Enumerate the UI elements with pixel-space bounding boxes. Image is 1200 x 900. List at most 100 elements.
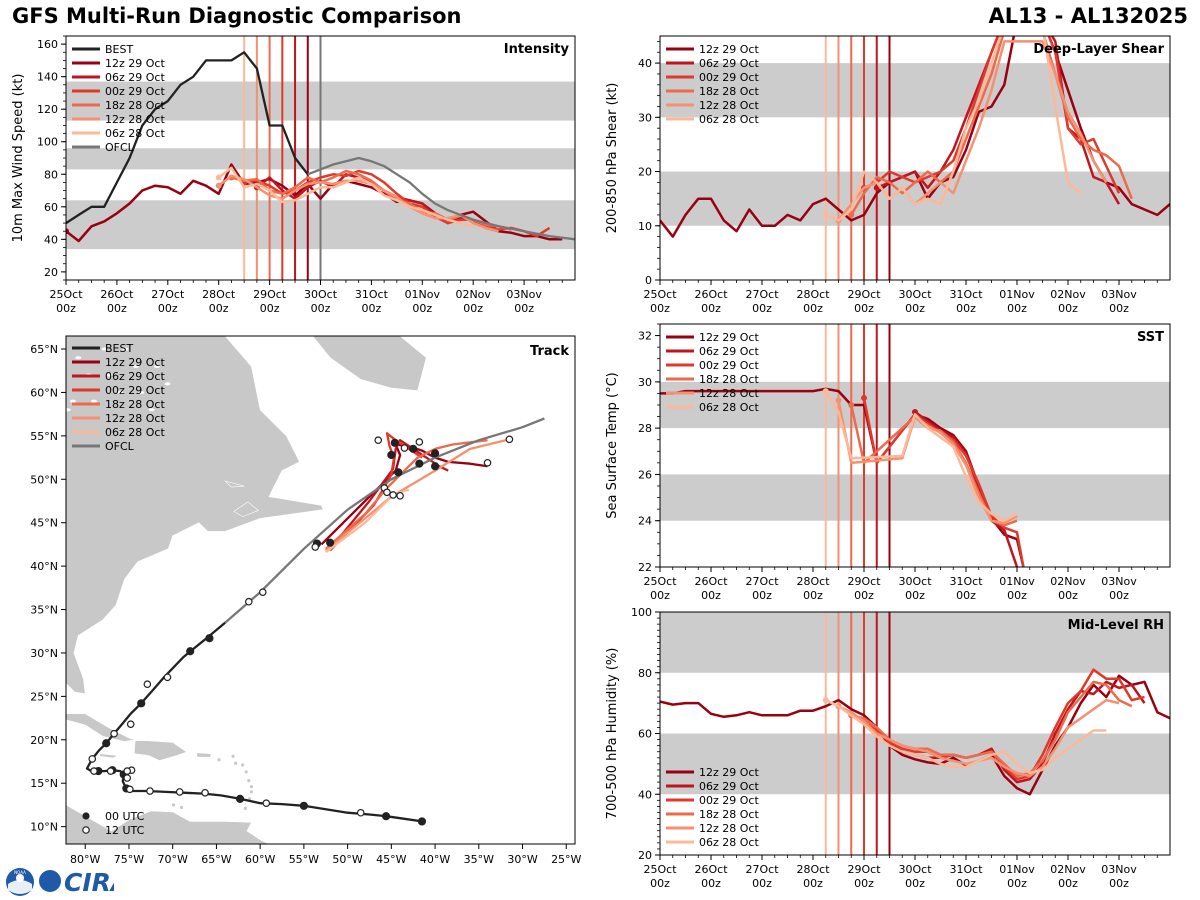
intensity-plot-area — [66, 36, 575, 280]
rh-legend-label: 12z 28 Oct — [699, 822, 759, 835]
shear-xtick-sublabel: 00z — [905, 302, 925, 315]
lake-icon — [138, 390, 145, 394]
island-icon — [231, 754, 235, 758]
track-marker-00utc — [430, 449, 440, 458]
track-marker-12utc — [123, 774, 132, 782]
sst-ytick-label: 32 — [638, 330, 652, 343]
track-marker-12utc — [258, 588, 267, 596]
rh-xtick-label: 01Nov — [999, 863, 1035, 876]
shear-ylabel: 200-850 hPa Shear (kt) — [605, 83, 620, 234]
intensity-xtick-sublabel: 00z — [209, 302, 229, 315]
island-icon — [249, 790, 254, 794]
track-marker-12utc — [90, 767, 98, 775]
sst-title: SST — [1137, 330, 1164, 345]
track-xtick-label: 25°W — [551, 853, 581, 866]
track-xtick-label: 65°W — [201, 853, 231, 866]
rh-init-marker — [822, 697, 829, 704]
track-marker-12utc — [126, 785, 134, 794]
land-mass-icon — [224, 480, 245, 488]
track-marker-00utc — [415, 459, 424, 468]
rh-xtick-label: 30Oct — [898, 863, 932, 876]
track-ytick-label: 50°N — [30, 473, 58, 486]
shear-series-line — [863, 36, 1121, 194]
sst-xtick-label: 26Oct — [694, 575, 728, 588]
track-marker-00utc — [299, 801, 308, 810]
land-mass-icon — [133, 740, 188, 761]
intensity-legend-label: BEST — [105, 43, 133, 56]
shear-legend-label: 12z 28 Oct — [699, 99, 759, 112]
track-ytick-label: 35°N — [30, 604, 58, 617]
track-legend-label: 12z 29 Oct — [105, 356, 165, 369]
shear-xtick-sublabel: 00z — [701, 302, 721, 315]
track-marker-12utc — [126, 720, 135, 728]
track-marker-00utc — [394, 468, 403, 477]
rh-xtick-label: 29Oct — [847, 863, 881, 876]
intensity-series-line — [217, 166, 474, 228]
sst-series-line — [837, 400, 1018, 525]
sst-plot-area — [660, 324, 1170, 567]
intensity-xtick-label: 03Nov — [506, 288, 542, 301]
intensity-series-line — [307, 156, 575, 241]
track-marker-12utc — [483, 458, 492, 467]
intensity-init-marker — [215, 182, 222, 189]
rh-legend-label: 00z 29 Oct — [699, 794, 759, 807]
track-legend-12utc: 12 UTC — [105, 824, 145, 837]
intensity-xtick-sublabel: 00z — [514, 302, 534, 315]
track-marker-12utc — [106, 767, 115, 775]
logo-group: NOAA CIRA — [6, 868, 114, 897]
track-ytick-label: 55°N — [30, 430, 58, 443]
shear-plot-area — [660, 36, 1170, 280]
sst-legend-label: 12z 28 Oct — [699, 387, 759, 400]
rh-title: Mid-Level RH — [1068, 618, 1164, 633]
track-marker-00utc — [417, 817, 427, 826]
shear-series-line — [850, 36, 1133, 216]
track-marker-12utc — [143, 680, 152, 689]
rh-xtick-sublabel: 00z — [956, 877, 976, 890]
land-mass-icon — [66, 804, 270, 844]
intensity-legend-label: 06z 29 Oct — [105, 71, 165, 84]
track-marker-12utc — [88, 755, 97, 763]
rh-ylabel: 700-500 hPa Humidity (%) — [605, 648, 620, 820]
intensity-xtick-label: 25Oct — [49, 288, 83, 301]
intensity-xtick-label: 02Nov — [455, 288, 491, 301]
shear-ytick-label: 30 — [638, 111, 652, 124]
sst-init-marker — [822, 388, 829, 395]
track-marker-12utc — [146, 787, 154, 795]
track-marker-12utc — [163, 673, 172, 682]
rh-xtick-label: 27Oct — [745, 863, 779, 876]
shear-xtick-label: 25Oct — [643, 288, 677, 301]
cira-logo-icon: CIRA — [39, 868, 114, 897]
shear-legend-label: 06z 28 Oct — [699, 113, 759, 126]
shear-xtick-label: 30Oct — [898, 288, 932, 301]
land-mass-icon — [66, 713, 136, 742]
sst-xtick-label: 28Oct — [796, 575, 830, 588]
track-legend-label: 12z 28 Oct — [105, 412, 165, 425]
shear-xtick-label: 27Oct — [745, 288, 779, 301]
track-marker-12utc — [123, 767, 132, 775]
shear-ytick-label: 20 — [638, 166, 652, 179]
rh-xtick-sublabel: 00z — [1007, 877, 1027, 890]
shear-ytick-label: 10 — [638, 220, 652, 233]
track-marker-12utc — [389, 491, 397, 499]
intensity-xtick-label: 31Oct — [355, 288, 389, 301]
track-frame — [65, 335, 576, 845]
land-mass-icon — [233, 501, 259, 517]
sst-ytick-label: 28 — [638, 422, 652, 435]
intensity-init-marker — [215, 174, 222, 181]
track-legend-00utc: 00 UTC — [105, 810, 145, 823]
sst-xtick-label: 27Oct — [745, 575, 779, 588]
island-icon — [234, 761, 238, 765]
shear-band — [660, 63, 1170, 118]
island-icon — [244, 770, 248, 774]
island-icon — [179, 805, 184, 810]
rh-band — [660, 733, 1170, 795]
intensity-chart: 2040608010012014016025Oct00z26Oct00z27Oc… — [11, 35, 576, 315]
intensity-legend-label: OFCL — [105, 141, 135, 154]
sst-init-marker — [861, 395, 867, 402]
intensity-xtick-sublabel: 00z — [260, 302, 280, 315]
track-title: Track — [530, 344, 569, 359]
track-ytick-label: 30°N — [30, 647, 58, 660]
track-series-line — [324, 439, 488, 550]
legend-00utc-marker-icon — [82, 812, 90, 820]
intensity-xtick-sublabel: 00z — [311, 302, 331, 315]
